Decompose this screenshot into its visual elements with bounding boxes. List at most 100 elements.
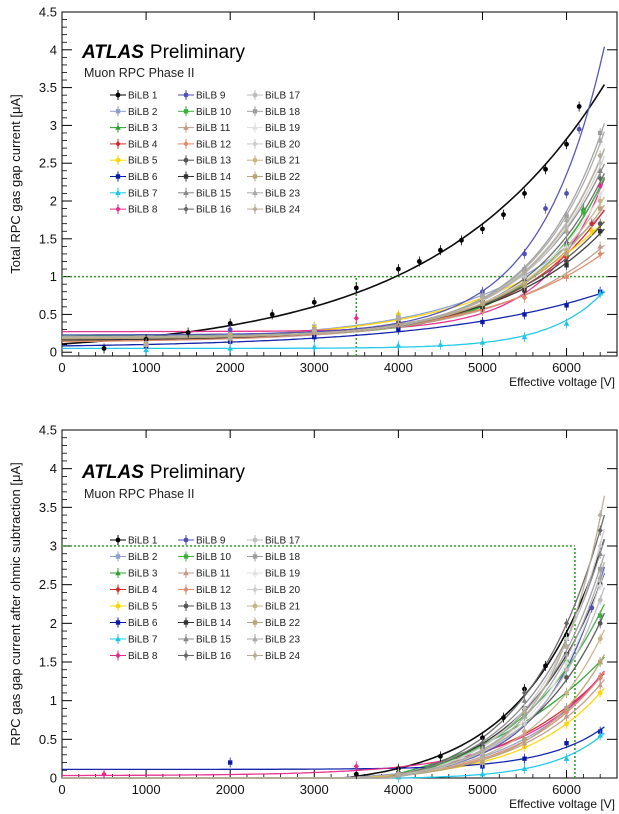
data-point-bilb-17 [597, 597, 603, 603]
data-point-bilb-5 [597, 690, 603, 696]
data-point-bilb-6 [227, 760, 233, 765]
top-fit-curves [61, 46, 606, 350]
y-tick-label: 1.5 [39, 655, 57, 670]
legend-marker [252, 174, 258, 179]
data-point-bilb-16 [521, 689, 528, 696]
legend-label: BiLB 14 [196, 172, 231, 183]
legend-marker [252, 570, 258, 576]
legend-label: BiLB 6 [128, 618, 158, 629]
legend-marker [183, 636, 189, 642]
data-point-bilb-23 [563, 216, 570, 223]
x-tick-label: 2000 [216, 782, 245, 797]
legend-marker [183, 206, 189, 213]
legend-marker [115, 140, 121, 147]
y-tick-label: 3.5 [39, 500, 57, 515]
legend-marker [252, 124, 258, 130]
data-point-bilb-10 [581, 210, 586, 215]
legend-label: BiLB 12 [196, 139, 231, 150]
legend-marker [252, 586, 258, 593]
top-title-atlas: ATLAS [81, 42, 144, 63]
legend-marker [183, 92, 189, 98]
y-tick-label: 0.5 [39, 732, 57, 747]
data-point-bilb-1 [522, 191, 527, 196]
legend-label: BiLB 13 [196, 602, 231, 613]
y-tick-label: 2 [50, 616, 57, 631]
data-point-bilb-1 [438, 247, 443, 253]
data-point-bilb-6 [312, 334, 317, 340]
x-tick-label: 3000 [300, 360, 329, 375]
legend-label: BiLB 18 [265, 107, 300, 118]
x-tick-label: 1000 [132, 360, 161, 375]
bottom-chart: 0 1000 2000 3000 4000 5000 6000 0 0.5 1 1.5 2 2.5 3 3.… [8, 423, 618, 811]
legend-marker [252, 140, 258, 147]
legend-marker [252, 554, 258, 559]
top-legend: BiLB 1 BiLB 2 BiLB 3 BiLB 4 BiLB 5 BiLB 6 BiLB… [110, 90, 300, 216]
data-point-bilb-6 [564, 303, 569, 308]
data-point-bilb-1 [438, 753, 443, 759]
data-point-bilb-7 [563, 320, 570, 326]
data-point-bilb-8 [101, 771, 107, 778]
legend-label: BiLB 3 [128, 123, 158, 134]
legend-label: BiLB 5 [128, 602, 158, 613]
data-point-bilb-6 [396, 327, 401, 332]
legend-marker [115, 157, 121, 163]
legend-label: BiLB 10 [196, 107, 231, 118]
top-plot-frame [61, 11, 618, 357]
fit-curve-bilb-6 [62, 726, 605, 771]
data-point-bilb-10 [597, 613, 603, 618]
data-point-bilb-6 [522, 312, 527, 317]
data-point-bilb-9 [576, 126, 582, 132]
data-point-bilb-7 [479, 771, 486, 777]
y-tick-label: 4.5 [39, 5, 57, 20]
data-point-bilb-6 [564, 741, 569, 746]
y-tick-label: 2 [50, 194, 57, 209]
data-point-bilb-7 [311, 343, 318, 350]
legend-label: BiLB 17 [265, 91, 300, 102]
bottom-data-points [101, 510, 603, 783]
data-point-bilb-22 [480, 301, 485, 307]
data-point-bilb-11 [597, 243, 603, 249]
legend-label: BiLB 11 [196, 569, 231, 580]
legend-label: BiLB 4 [128, 139, 158, 150]
fit-curve-bilb-9 [62, 46, 606, 336]
fit-curve-bilb-20 [62, 156, 605, 339]
data-point-bilb-24 [521, 709, 528, 716]
legend-label: BiLB 22 [265, 618, 300, 629]
data-point-bilb-22 [564, 251, 569, 257]
data-point-bilb-9 [589, 605, 595, 611]
data-point-bilb-23 [597, 573, 603, 580]
legend-marker [183, 109, 189, 114]
data-point-bilb-5 [564, 721, 569, 727]
data-point-bilb-17 [564, 667, 569, 673]
bottom-reference-lines [62, 545, 576, 778]
data-point-bilb-1 [353, 285, 359, 291]
y-tick-label: 1 [50, 269, 57, 284]
data-point-bilb-19 [563, 659, 570, 665]
legend-marker [252, 157, 258, 163]
top-axes: 0 1000 2000 3000 4000 5000 6000 0 0.5 1 1.5 2 2.5 3 3.… [39, 5, 617, 375]
data-point-bilb-16 [597, 175, 603, 182]
legend-marker [115, 109, 121, 114]
fit-curve-bilb-24 [62, 149, 606, 338]
data-point-bilb-22 [597, 659, 603, 665]
legend-label: BiLB 9 [196, 536, 226, 547]
legend-marker [252, 189, 258, 195]
legend-marker [183, 140, 189, 147]
data-point-bilb-16 [563, 620, 570, 627]
data-point-bilb-6 [480, 319, 485, 325]
data-point-bilb-20 [563, 635, 570, 642]
data-point-bilb-19 [597, 190, 603, 196]
legend-marker [252, 109, 258, 114]
x-tick-label: 0 [58, 360, 65, 375]
x-tick-label: 1000 [132, 782, 161, 797]
y-tick-label: 3.5 [39, 80, 57, 95]
legend-label: BiLB 10 [196, 552, 231, 563]
bottom-chart-title: ATLAS Preliminary [81, 462, 245, 483]
fit-curve-bilb-11 [62, 679, 605, 779]
legend-marker [183, 554, 189, 559]
data-point-bilb-14 [597, 229, 603, 234]
data-point-bilb-15 [597, 550, 603, 556]
x-tick-label: 3000 [300, 782, 329, 797]
y-tick-label: 2.5 [39, 156, 57, 171]
